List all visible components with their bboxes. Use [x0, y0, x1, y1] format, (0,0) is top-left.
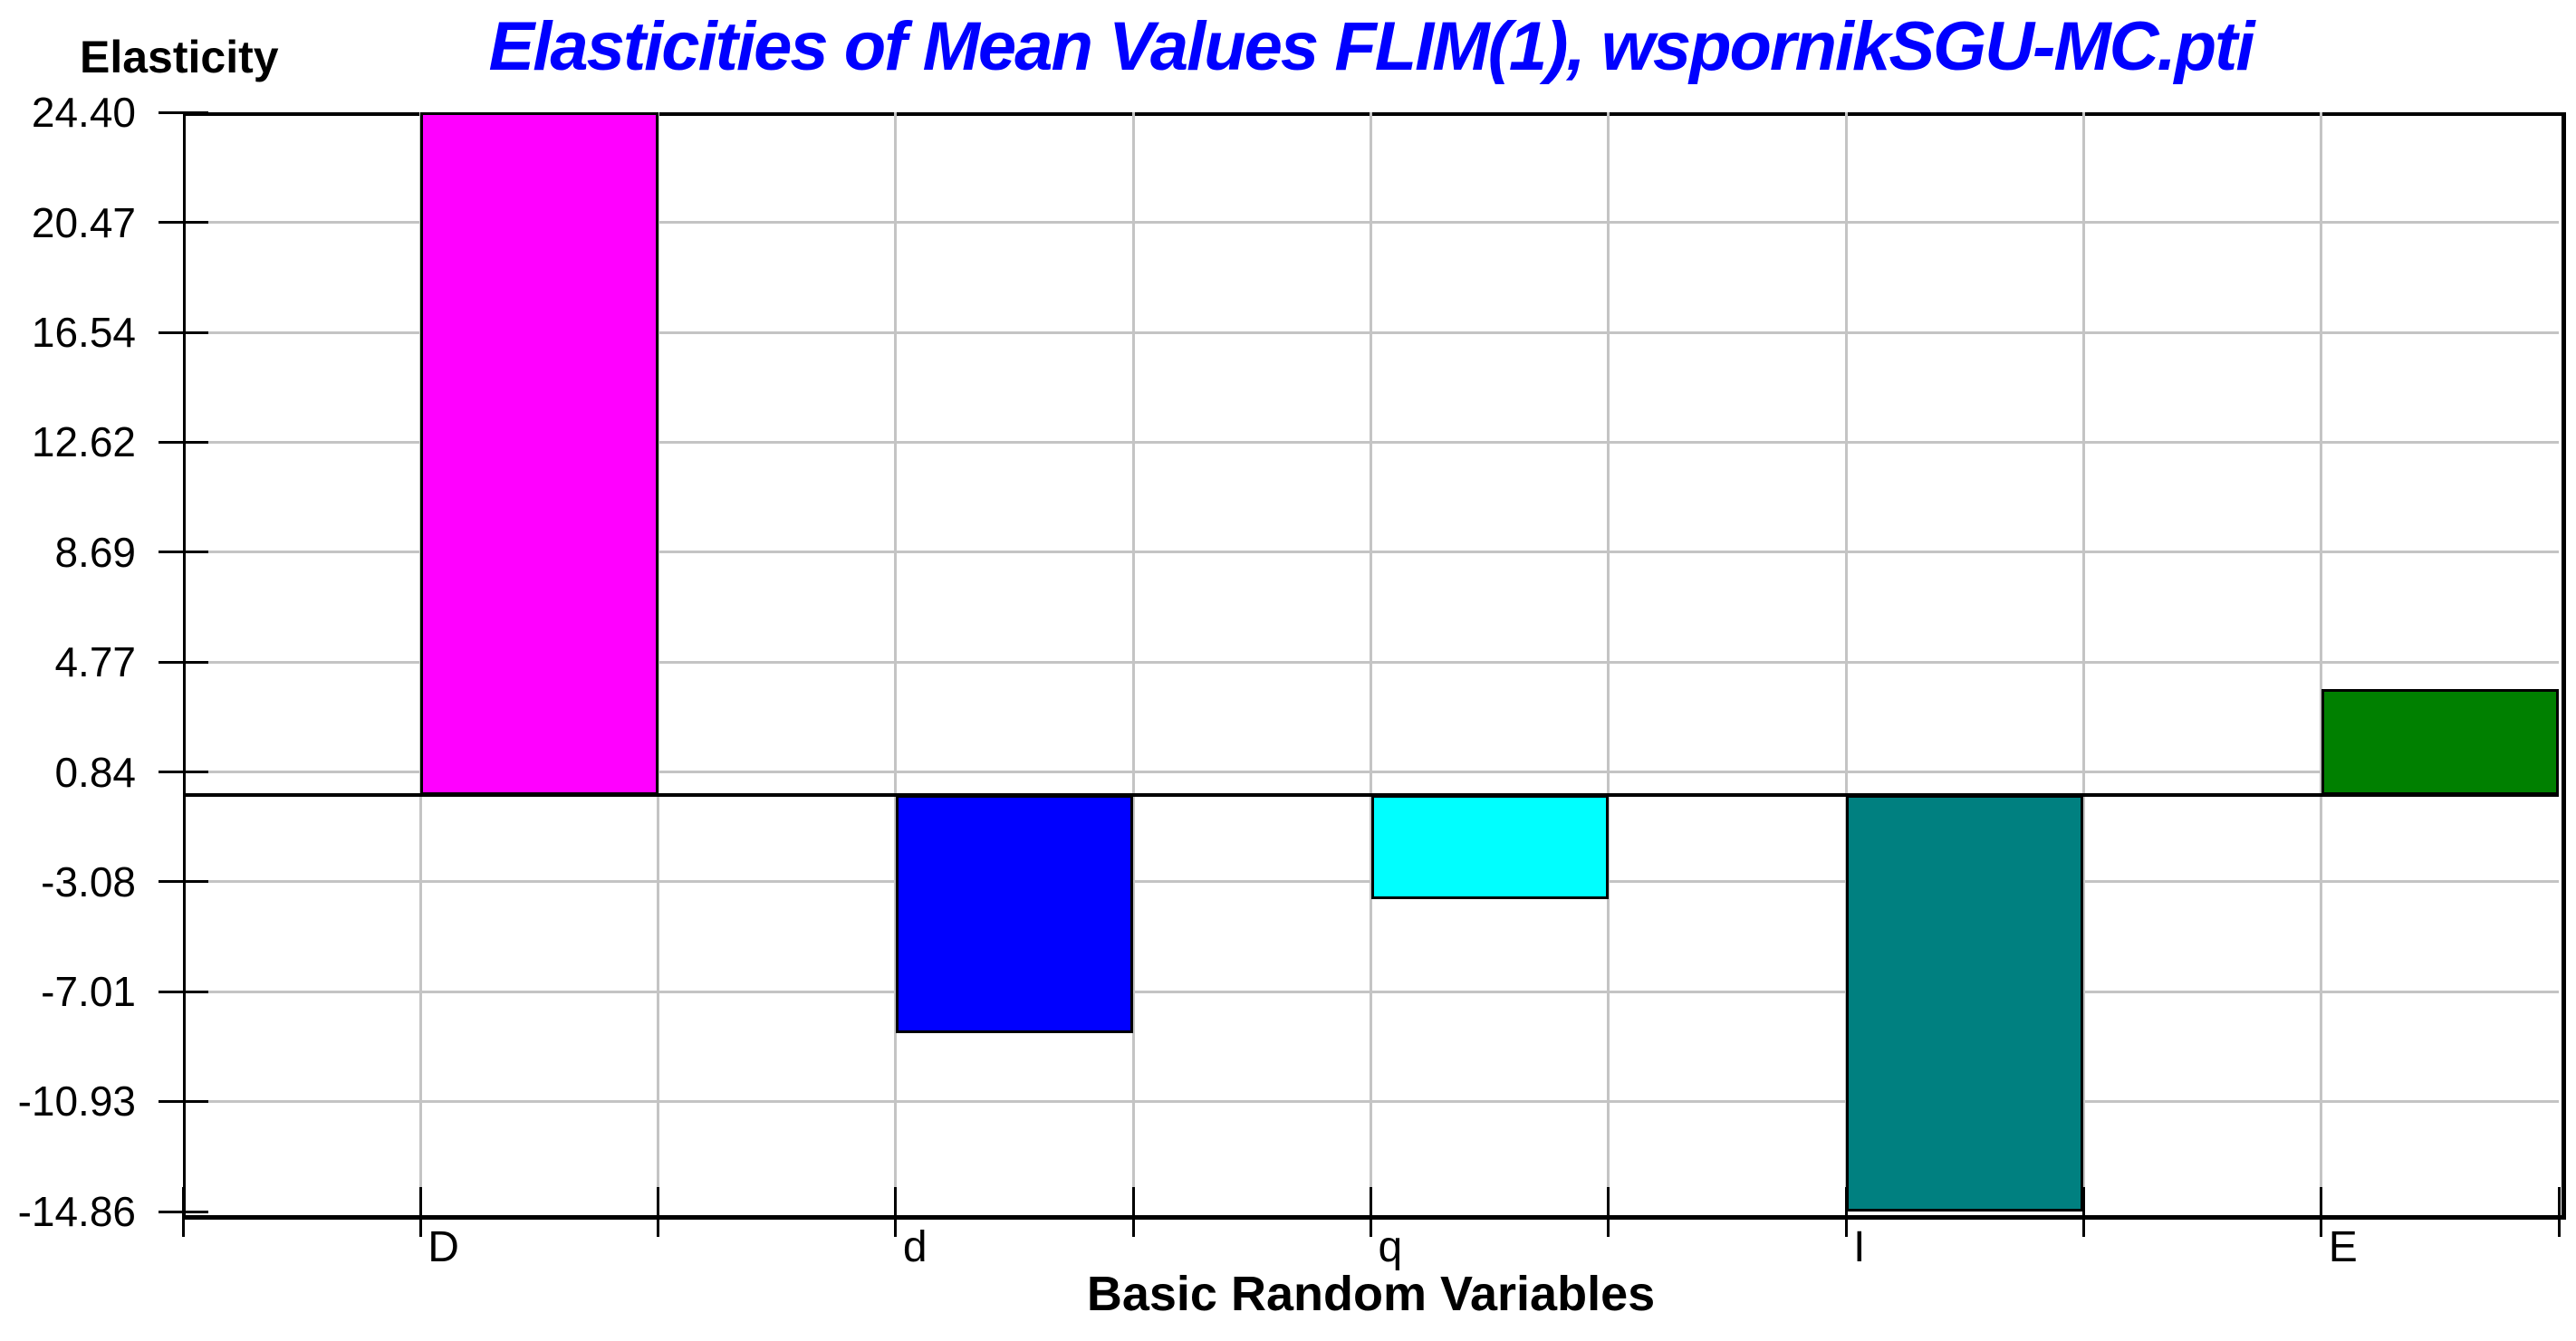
x-tick-mark — [894, 1187, 898, 1237]
y-tick-mark — [159, 110, 208, 114]
x-axis-title: Basic Random Variables — [1086, 1267, 1656, 1321]
bar-d — [895, 795, 1134, 1034]
x-tick-mark — [2081, 1187, 2085, 1237]
x-gridline — [1607, 112, 1610, 1212]
y-tick-label: 12.62 — [31, 418, 136, 466]
y-tick-label: -7.01 — [41, 968, 136, 1016]
x-gridline — [2320, 112, 2323, 1212]
y-tick-label: 8.69 — [54, 528, 136, 576]
chart-title: Elasticities of Mean Values FLIM(1), wsp… — [488, 8, 2255, 85]
x-tick-mark — [1844, 1187, 1848, 1237]
x-gridline — [894, 112, 898, 1212]
y-tick-mark — [159, 330, 208, 334]
y-tick-mark — [159, 440, 208, 444]
x-tick-mark — [1131, 1187, 1135, 1237]
x-category-label-q: q — [1378, 1223, 1403, 1271]
y-tick-mark — [159, 221, 208, 225]
y-tick-mark — [159, 880, 208, 884]
x-tick-mark — [181, 1187, 185, 1237]
x-gridline — [657, 112, 660, 1212]
y-tick-mark — [159, 990, 208, 993]
x-gridline — [1844, 112, 1848, 1212]
x-category-label-E: E — [2328, 1223, 2358, 1271]
x-category-label-d: d — [902, 1223, 928, 1271]
y-tick-label: 16.54 — [31, 309, 136, 357]
x-tick-mark — [1370, 1187, 1372, 1237]
y-tick-label: 20.47 — [31, 198, 136, 246]
y-axis-title: Elasticity — [80, 32, 279, 82]
x-tick-mark — [2557, 1187, 2561, 1237]
x-gridline — [1370, 112, 1372, 1212]
x-tick-mark — [418, 1187, 422, 1237]
y-tick-label: 0.84 — [54, 748, 136, 796]
x-tick-mark — [657, 1187, 660, 1237]
y-tick-label: 24.40 — [31, 89, 136, 136]
x-gridline — [1131, 112, 1135, 1212]
x-category-label-I: I — [1853, 1223, 1866, 1271]
y-tick-label: -3.08 — [41, 857, 136, 905]
x-gridline — [2081, 112, 2085, 1212]
bar-I — [1846, 795, 2084, 1212]
y-tick-mark — [159, 660, 208, 664]
y-tick-mark — [159, 1099, 208, 1103]
x-category-label-D: D — [428, 1223, 459, 1271]
y-tick-label: -14.86 — [17, 1188, 136, 1235]
y-tick-mark — [159, 771, 208, 774]
x-tick-mark — [1607, 1187, 1610, 1237]
y-tick-mark — [159, 551, 208, 554]
bar-D — [420, 112, 658, 796]
y-tick-label: -10.93 — [17, 1078, 136, 1125]
y-tick-label: 4.77 — [54, 638, 136, 685]
bar-E — [2321, 688, 2559, 796]
bar-q — [1370, 795, 1609, 899]
x-tick-mark — [2320, 1187, 2323, 1237]
